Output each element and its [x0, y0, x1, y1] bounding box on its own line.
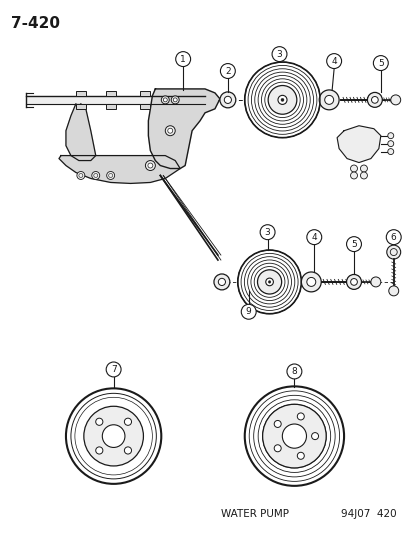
- Bar: [76, 91, 85, 96]
- Circle shape: [297, 413, 304, 420]
- Circle shape: [387, 141, 393, 147]
- Circle shape: [387, 149, 393, 155]
- Circle shape: [95, 447, 102, 454]
- Circle shape: [218, 278, 225, 286]
- Circle shape: [370, 277, 380, 287]
- Circle shape: [265, 278, 273, 286]
- Bar: [105, 104, 115, 109]
- Circle shape: [324, 95, 333, 104]
- Circle shape: [220, 63, 235, 78]
- Bar: [105, 91, 115, 96]
- Text: 7: 7: [111, 365, 116, 374]
- Circle shape: [388, 286, 398, 296]
- Circle shape: [360, 172, 366, 179]
- Circle shape: [95, 418, 102, 425]
- Circle shape: [173, 98, 177, 102]
- Circle shape: [311, 433, 318, 440]
- Circle shape: [268, 281, 270, 283]
- Circle shape: [167, 128, 172, 133]
- Circle shape: [280, 99, 283, 101]
- Circle shape: [259, 225, 274, 240]
- Circle shape: [318, 90, 338, 110]
- Polygon shape: [336, 126, 380, 163]
- Polygon shape: [26, 96, 204, 104]
- Circle shape: [147, 163, 152, 168]
- Bar: [76, 104, 85, 109]
- Circle shape: [257, 270, 281, 294]
- Text: 5: 5: [377, 59, 383, 68]
- Polygon shape: [148, 89, 219, 168]
- Circle shape: [271, 47, 286, 62]
- Circle shape: [165, 126, 175, 136]
- Circle shape: [92, 172, 100, 180]
- Text: 94J07  420: 94J07 420: [340, 508, 396, 519]
- Circle shape: [390, 95, 400, 105]
- Circle shape: [273, 445, 280, 452]
- Circle shape: [175, 52, 190, 67]
- Circle shape: [163, 98, 167, 102]
- Circle shape: [214, 274, 229, 290]
- Text: 1: 1: [180, 54, 185, 63]
- Circle shape: [385, 230, 400, 245]
- Circle shape: [66, 389, 161, 484]
- Circle shape: [262, 404, 325, 468]
- Circle shape: [306, 278, 315, 286]
- Circle shape: [360, 165, 366, 172]
- Circle shape: [277, 95, 286, 104]
- Circle shape: [350, 279, 356, 285]
- Circle shape: [346, 274, 361, 289]
- Text: WATER PUMP: WATER PUMP: [220, 508, 288, 519]
- Circle shape: [350, 172, 356, 179]
- Circle shape: [107, 172, 114, 180]
- Circle shape: [386, 245, 400, 259]
- Circle shape: [286, 364, 301, 379]
- Circle shape: [346, 237, 361, 252]
- Text: 3: 3: [264, 228, 270, 237]
- Circle shape: [282, 424, 306, 448]
- Text: 4: 4: [330, 56, 336, 66]
- Circle shape: [124, 418, 131, 425]
- Polygon shape: [59, 156, 180, 183]
- Text: 5: 5: [350, 240, 356, 248]
- Circle shape: [268, 85, 296, 114]
- Circle shape: [224, 96, 231, 103]
- Circle shape: [124, 447, 131, 454]
- Polygon shape: [66, 104, 95, 160]
- Circle shape: [273, 421, 280, 427]
- Circle shape: [366, 92, 381, 107]
- Text: 8: 8: [291, 367, 297, 376]
- Text: 3: 3: [276, 50, 282, 59]
- Circle shape: [244, 62, 320, 138]
- Circle shape: [102, 425, 125, 447]
- Circle shape: [373, 55, 387, 70]
- Text: 7-420: 7-420: [11, 17, 60, 31]
- Text: 9: 9: [245, 307, 251, 316]
- Circle shape: [145, 160, 155, 171]
- Circle shape: [326, 54, 341, 69]
- Circle shape: [241, 304, 256, 319]
- Circle shape: [161, 96, 169, 104]
- Circle shape: [219, 92, 235, 108]
- Bar: [140, 91, 150, 96]
- Circle shape: [370, 96, 377, 103]
- Circle shape: [301, 272, 320, 292]
- Circle shape: [350, 165, 356, 172]
- Circle shape: [237, 250, 301, 314]
- Text: 2: 2: [225, 67, 230, 76]
- Circle shape: [306, 230, 321, 245]
- Circle shape: [297, 453, 304, 459]
- Circle shape: [171, 96, 179, 104]
- Text: 4: 4: [311, 232, 316, 241]
- Circle shape: [77, 172, 85, 180]
- Circle shape: [106, 362, 121, 377]
- Circle shape: [387, 133, 393, 139]
- Circle shape: [244, 386, 343, 486]
- Text: 6: 6: [390, 232, 396, 241]
- Circle shape: [83, 406, 143, 466]
- Bar: [140, 104, 150, 109]
